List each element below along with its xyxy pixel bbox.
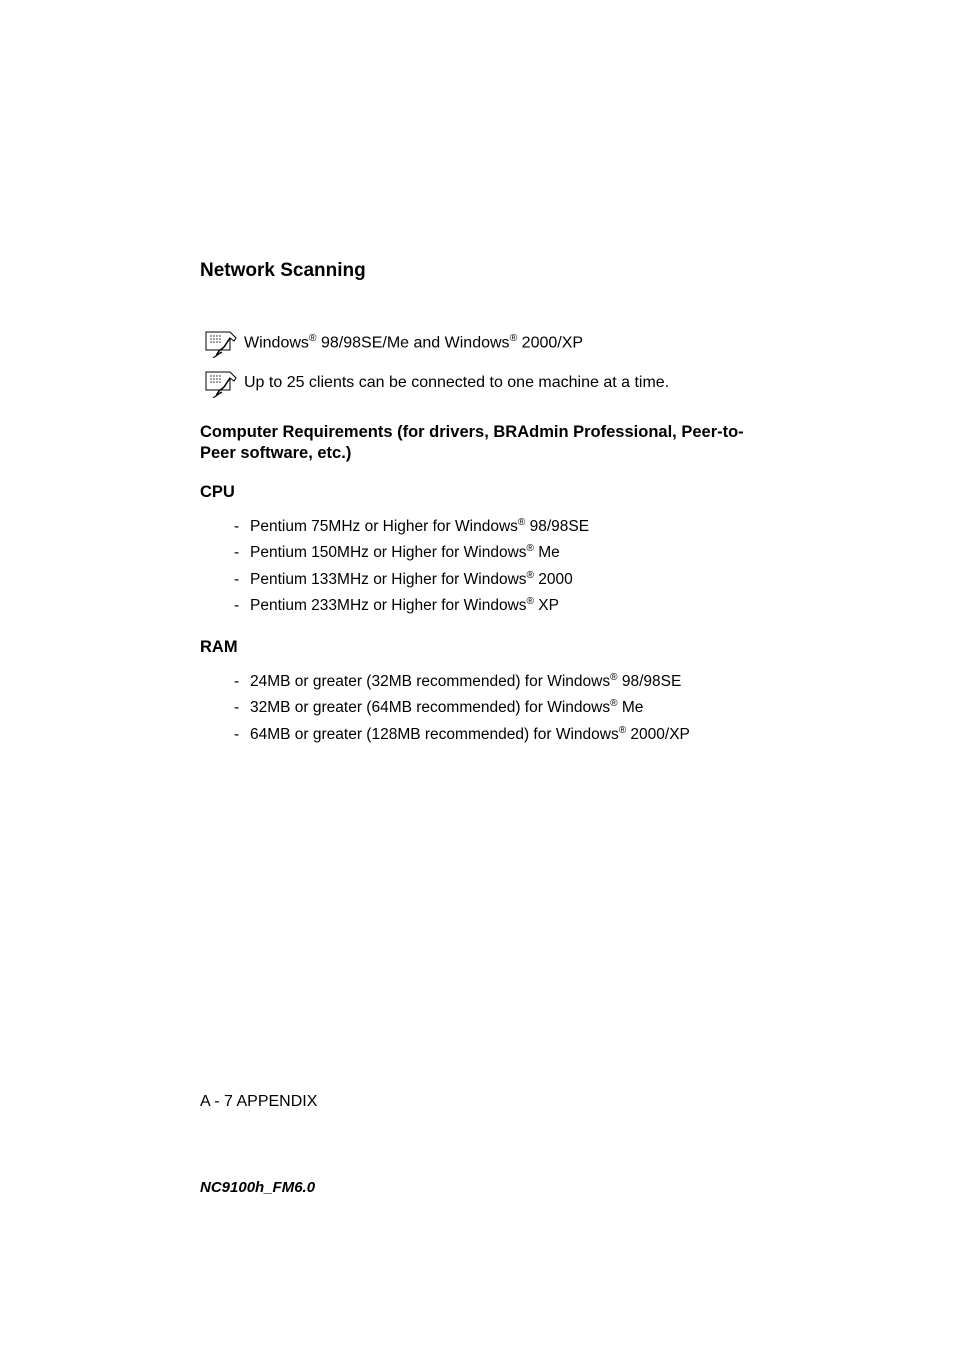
page-footer-doc-id: NC9100h_FM6.0: [200, 1179, 315, 1196]
ram-title: RAM: [200, 638, 764, 657]
list-item: Pentium 133MHz or Higher for Windows® 20…: [234, 567, 764, 594]
section-title: Network Scanning: [200, 260, 764, 282]
cpu-title: CPU: [200, 483, 764, 502]
note-text-2: Up to 25 clients can be connected to one…: [244, 374, 669, 392]
note-icon: [200, 368, 238, 398]
cpu-list: Pentium 75MHz or Higher for Windows® 98/…: [234, 514, 764, 620]
note-icon: [200, 328, 238, 358]
list-item: Pentium 233MHz or Higher for Windows® XP: [234, 593, 764, 620]
ram-list: 24MB or greater (32MB recommended) for W…: [234, 669, 764, 749]
note-row-2: Up to 25 clients can be connected to one…: [200, 368, 764, 398]
list-item: 32MB or greater (64MB recommended) for W…: [234, 695, 764, 722]
list-item: 24MB or greater (32MB recommended) for W…: [234, 669, 764, 696]
note-text-1: Windows® 98/98SE/Me and Windows® 2000/XP: [244, 333, 583, 352]
list-item: Pentium 150MHz or Higher for Windows® Me: [234, 540, 764, 567]
page-footer-appendix: A - 7 APPENDIX: [200, 1093, 317, 1111]
note-row-1: Windows® 98/98SE/Me and Windows® 2000/XP: [200, 328, 764, 358]
requirements-title: Computer Requirements (for drivers, BRAd…: [200, 422, 764, 465]
list-item: Pentium 75MHz or Higher for Windows® 98/…: [234, 514, 764, 541]
list-item: 64MB or greater (128MB recommended) for …: [234, 722, 764, 749]
